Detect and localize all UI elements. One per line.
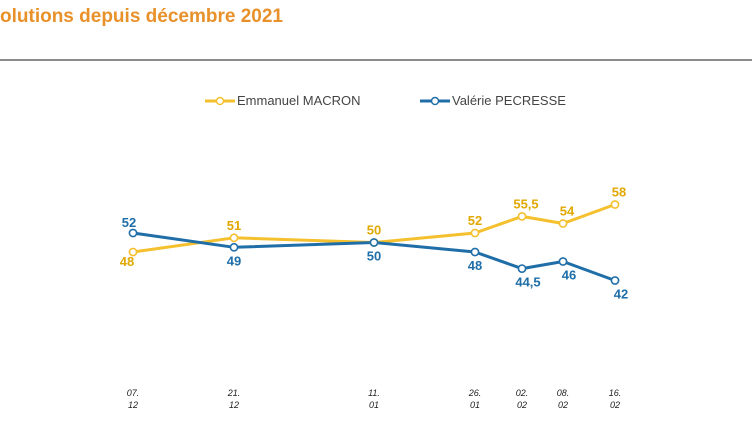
chart-title: olutions depuis décembre 2021 bbox=[0, 6, 283, 27]
point-pecresse bbox=[558, 257, 568, 266]
data-label-pecresse: 44,5 bbox=[515, 275, 540, 290]
point-macron bbox=[128, 247, 138, 257]
point-macron bbox=[558, 219, 568, 228]
x-tick-label: 21. 12 bbox=[227, 388, 241, 410]
legend: Emmanuel MACRON Valérie PECRESSE bbox=[0, 93, 752, 117]
data-label-pecresse: 48 bbox=[468, 258, 482, 273]
legend-label-pecresse: Valérie PECRESSE bbox=[452, 93, 566, 108]
point-macron bbox=[517, 211, 527, 221]
point-macron bbox=[610, 200, 620, 209]
data-label-macron: 51 bbox=[227, 218, 241, 233]
title-divider bbox=[0, 59, 752, 61]
x-tick-label: 07. 12 bbox=[127, 388, 140, 410]
x-tick-label: 16. 02 bbox=[609, 388, 622, 410]
data-label-pecresse: 42 bbox=[614, 287, 628, 302]
x-tick-label: 26. 01 bbox=[468, 388, 482, 410]
data-label-macron: 58 bbox=[612, 185, 626, 200]
data-label-macron: 52 bbox=[468, 213, 482, 228]
x-tick-label: 08. 02 bbox=[557, 388, 570, 410]
point-pecresse bbox=[128, 228, 138, 238]
x-tick-label: 11. 01 bbox=[368, 388, 380, 410]
point-pecresse bbox=[369, 238, 379, 247]
point-pecresse bbox=[610, 276, 620, 285]
data-label-macron: 50 bbox=[367, 223, 381, 238]
data-label-macron: 48 bbox=[120, 254, 134, 269]
data-label-pecresse: 50 bbox=[367, 249, 381, 264]
point-pecresse bbox=[470, 247, 480, 257]
data-label-pecresse: 52 bbox=[122, 215, 136, 230]
point-pecresse bbox=[229, 242, 239, 252]
data-label-pecresse: 49 bbox=[227, 253, 241, 268]
point-pecresse bbox=[517, 264, 527, 273]
legend-item-macron: Emmanuel MACRON bbox=[205, 93, 361, 108]
x-tick-label: 02. 02 bbox=[516, 388, 529, 410]
legend-label-macron: Emmanuel MACRON bbox=[237, 93, 361, 108]
point-macron bbox=[229, 233, 239, 243]
legend-marker-macron bbox=[205, 96, 235, 105]
legend-marker-pecresse bbox=[420, 96, 450, 105]
legend-item-pecresse: Valérie PECRESSE bbox=[420, 93, 566, 108]
data-label-macron: 54 bbox=[560, 204, 575, 219]
data-label-macron: 55,5 bbox=[513, 196, 538, 211]
data-label-pecresse: 46 bbox=[562, 268, 576, 283]
point-macron bbox=[470, 228, 480, 238]
